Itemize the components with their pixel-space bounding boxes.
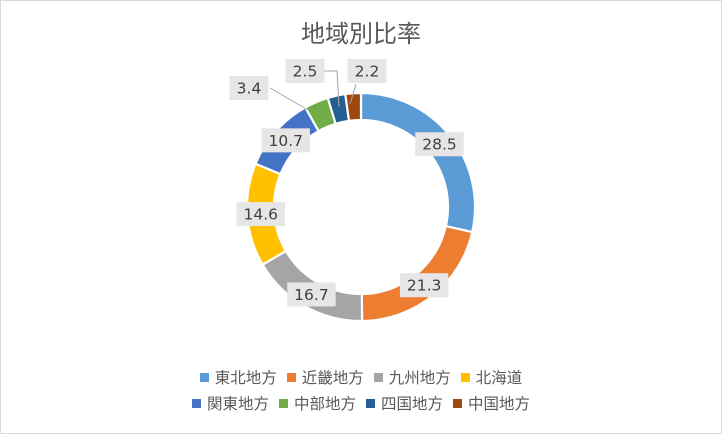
doughnut-slice-8	[344, 91, 363, 123]
legend-label: 東北地方	[214, 369, 277, 387]
legend-item-5: 関東地方	[191, 392, 269, 414]
legend-swatch-icon	[278, 398, 288, 408]
data-label-1: 28.5	[422, 136, 457, 154]
leader-line-7	[322, 70, 340, 108]
legend-item-1: 東北地方	[199, 366, 277, 388]
data-label-2: 21.3	[407, 277, 442, 295]
chart-legend: 東北地方 近畿地方 九州地方 北海道関東地方 中部地方 四国地方 中国地方	[0, 364, 722, 416]
legend-swatch-icon	[460, 372, 470, 382]
data-label-7: 2.5	[293, 63, 318, 81]
legend-swatch-icon	[286, 372, 296, 382]
data-label-box-3	[287, 282, 336, 307]
legend-item-4: 北海道	[460, 366, 523, 388]
data-label-box-8	[347, 59, 387, 83]
legend-item-3: 九州地方	[373, 366, 451, 388]
legend-label: 四国地方	[381, 395, 444, 413]
data-label-box-7	[285, 59, 325, 83]
legend-swatch-icon	[366, 398, 375, 408]
data-label-box-6	[229, 76, 269, 100]
leader-line-8	[349, 83, 357, 105]
legend-swatch-icon	[199, 372, 209, 382]
legend-item-2: 近畿地方	[286, 366, 364, 388]
legend-label: 中国地方	[468, 395, 531, 413]
legend-label: 近畿地方	[301, 369, 364, 387]
legend-label: 北海道	[475, 369, 523, 387]
legend-row-1: 東北地方 近畿地方 九州地方 北海道	[0, 364, 722, 390]
data-labels: 28.5 21.3 16.7 14.6 10.7 3.4 2.5 2.2	[229, 59, 464, 307]
data-label-box-1	[415, 132, 464, 157]
chart-title: 地域別比率	[301, 20, 421, 48]
data-label-5: 10.7	[269, 132, 304, 150]
legend-swatch-icon	[373, 372, 383, 382]
data-label-box-4	[236, 202, 285, 227]
legend-item-7: 四国地方	[366, 392, 443, 414]
data-label-box-5	[261, 128, 310, 153]
doughnut-slice-1	[359, 91, 477, 234]
legend-label: 九州地方	[388, 369, 451, 387]
data-label-6: 3.4	[237, 80, 262, 98]
legend-swatch-icon	[453, 398, 463, 408]
legend-label: 中部地方	[293, 395, 356, 413]
legend-label: 関東地方	[206, 395, 269, 413]
data-label-box-2	[399, 273, 449, 298]
data-label-8: 2.2	[355, 63, 380, 81]
legend-item-6: 中部地方	[278, 392, 356, 414]
legend-row-2: 関東地方 中部地方 四国地方 中国地方	[0, 390, 722, 416]
data-label-3: 16.7	[294, 286, 329, 304]
legend-swatch-icon	[191, 398, 201, 408]
legend-item-8: 中国地方	[453, 392, 530, 414]
data-label-4: 14.6	[243, 206, 278, 224]
leader-line-6	[269, 87, 309, 111]
